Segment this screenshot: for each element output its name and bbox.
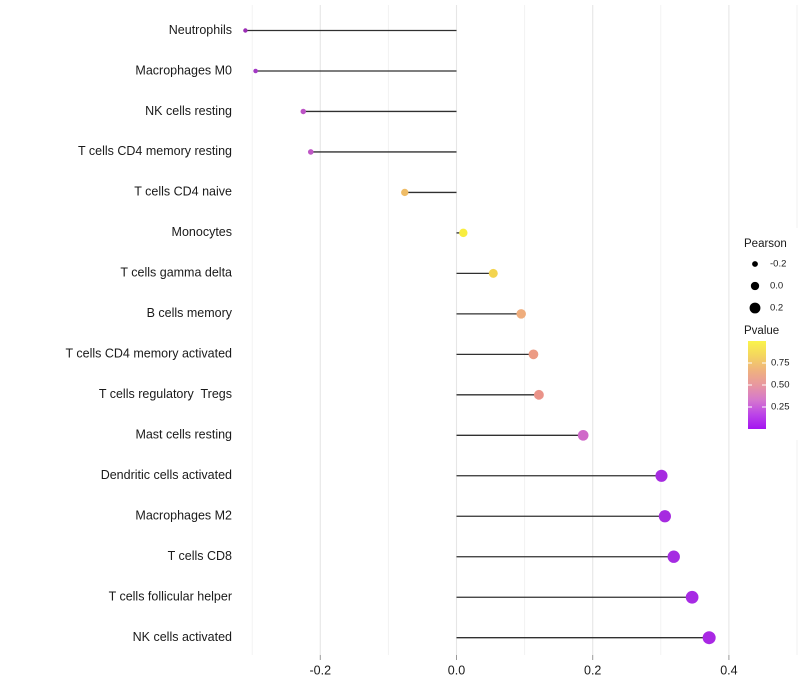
y-tick-label: Macrophages M0 bbox=[135, 63, 232, 77]
lollipop-dot bbox=[459, 228, 468, 238]
dots bbox=[243, 28, 716, 645]
x-tick-label: 0.2 bbox=[584, 663, 601, 677]
lollipop-dot bbox=[655, 469, 668, 482]
lollipop-dot bbox=[488, 268, 498, 278]
legend-color-label: 0.75 bbox=[771, 358, 790, 369]
y-tick-label: T cells CD4 memory resting bbox=[78, 144, 232, 158]
gridlines bbox=[251, 5, 798, 655]
legend-size-dot bbox=[749, 302, 761, 314]
x-tick-label: 0.0 bbox=[448, 663, 465, 677]
y-tick-label: Dendritic cells activated bbox=[101, 468, 232, 482]
lollipop-dot bbox=[685, 590, 699, 604]
lollipop-dot bbox=[577, 429, 589, 441]
y-tick-label: T cells CD4 naive bbox=[134, 185, 232, 199]
x-tick-label: 0.4 bbox=[720, 663, 737, 677]
y-tick-label: B cells memory bbox=[147, 306, 233, 320]
y-tick-label: NK cells activated bbox=[133, 630, 232, 644]
y-tick-label: Mast cells resting bbox=[135, 428, 232, 442]
y-tick-label: Neutrophils bbox=[169, 23, 232, 37]
y-tick-label: NK cells resting bbox=[145, 104, 232, 118]
lollipop-dot bbox=[516, 309, 526, 319]
y-tick-label: Monocytes bbox=[172, 225, 232, 239]
y-axis-labels: Neutrophils Macrophages M0 NK cells restin… bbox=[66, 23, 233, 644]
y-tick-label: T cells gamma delta bbox=[120, 266, 232, 280]
y-tick-label: T cells regulatory Tregs bbox=[99, 387, 232, 401]
legend-color-label: 0.50 bbox=[771, 380, 790, 391]
legend: Pearson -0.2 0.0 0.2 Pvalue 0.75 0.50 0.25 bbox=[740, 228, 800, 440]
lollipop-dot bbox=[300, 108, 307, 115]
legend-size-label: -0.2 bbox=[770, 259, 786, 270]
lollipop-dot bbox=[702, 631, 716, 645]
lollipop-dot bbox=[658, 510, 671, 523]
x-tick-label: -0.2 bbox=[310, 663, 332, 677]
lollipop-dot bbox=[243, 28, 248, 33]
y-tick-label: T cells CD8 bbox=[168, 549, 232, 563]
legend-size-label: 0.2 bbox=[770, 303, 783, 314]
lollipop-dot bbox=[253, 68, 258, 74]
y-tick-label: Macrophages M2 bbox=[135, 509, 232, 523]
legend-colorbar bbox=[748, 341, 766, 429]
lollipop-dot bbox=[307, 149, 314, 155]
y-tick-label: T cells follicular helper bbox=[109, 590, 232, 604]
x-axis: -0.2 0.0 0.2 0.4 bbox=[310, 655, 738, 677]
legend-size-title: Pearson bbox=[744, 238, 787, 250]
legend-color-title: Pvalue bbox=[744, 325, 779, 337]
y-tick-label: T cells CD4 memory activated bbox=[66, 347, 233, 361]
stems bbox=[245, 29, 710, 639]
legend-color-label: 0.25 bbox=[771, 402, 790, 413]
lollipop-dot bbox=[533, 389, 544, 400]
legend-size-dot bbox=[750, 281, 760, 291]
legend-size-dot bbox=[752, 261, 758, 267]
lollipop-dot bbox=[528, 349, 539, 360]
legend-size-label: 0.0 bbox=[770, 281, 783, 292]
lollipop-dot bbox=[667, 550, 680, 563]
lollipop-dot bbox=[401, 188, 409, 197]
